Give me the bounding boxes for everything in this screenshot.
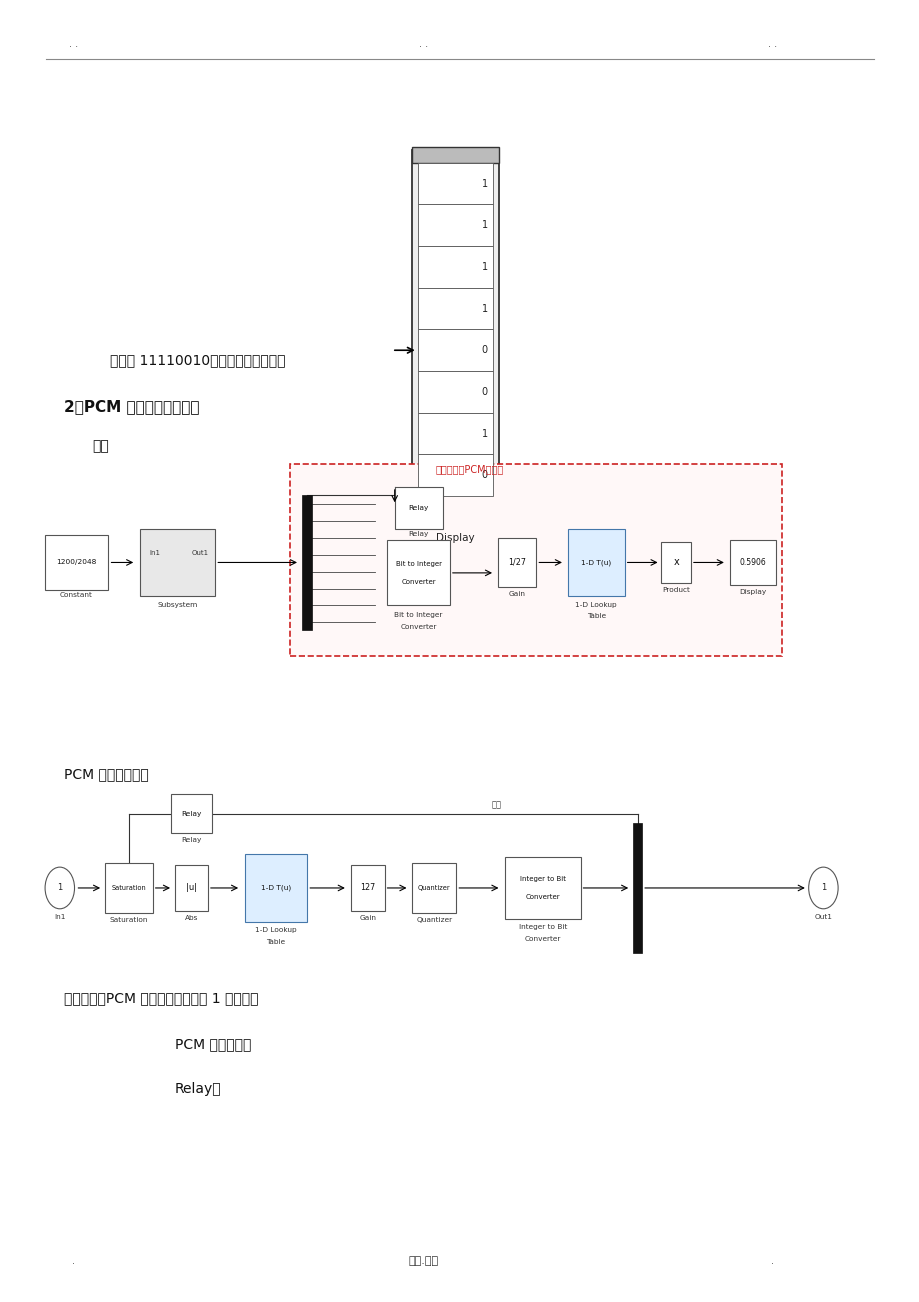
FancyBboxPatch shape	[661, 542, 690, 583]
Text: Quantizer: Quantizer	[415, 917, 452, 923]
Text: .: .	[770, 1255, 774, 1266]
Text: Out1: Out1	[813, 914, 832, 921]
Text: 框图: 框图	[92, 439, 108, 453]
FancyBboxPatch shape	[417, 204, 493, 246]
Text: Subsystem: Subsystem	[157, 602, 198, 608]
Text: Display: Display	[436, 533, 474, 543]
Text: 1: 1	[820, 884, 825, 892]
Text: Relay：: Relay：	[175, 1082, 221, 1096]
FancyBboxPatch shape	[497, 538, 536, 587]
Text: 1-D T(u): 1-D T(u)	[581, 560, 610, 565]
Text: Product: Product	[662, 587, 689, 594]
Text: Constant: Constant	[60, 592, 93, 599]
FancyBboxPatch shape	[105, 863, 153, 913]
Text: 0: 0	[481, 345, 487, 355]
Text: 参数设置：PCM 编码子系统参数与 1 中一样。: 参数设置：PCM 编码子系统参数与 1 中一样。	[64, 991, 258, 1005]
Text: PCM 编码子系统：: PCM 编码子系统：	[64, 767, 149, 781]
Text: 信号: 信号	[492, 801, 501, 810]
FancyBboxPatch shape	[394, 487, 442, 529]
Text: 1-D Lookup: 1-D Lookup	[574, 602, 617, 608]
Text: 0.5906: 0.5906	[738, 559, 766, 566]
Text: Relay: Relay	[408, 505, 428, 510]
Text: 0: 0	[481, 470, 487, 480]
FancyBboxPatch shape	[417, 413, 493, 454]
FancyBboxPatch shape	[417, 163, 493, 204]
FancyBboxPatch shape	[417, 454, 493, 496]
Text: Integer to Bit: Integer to Bit	[518, 924, 566, 931]
Text: Converter: Converter	[524, 936, 561, 943]
Text: Converter: Converter	[525, 894, 560, 900]
Text: 1: 1	[481, 303, 487, 314]
Text: Converter: Converter	[400, 624, 437, 630]
FancyBboxPatch shape	[301, 495, 312, 630]
Text: 红框内作为PCM译码器: 红框内作为PCM译码器	[435, 464, 503, 474]
FancyBboxPatch shape	[417, 371, 493, 413]
Text: Bit to Integer: Bit to Integer	[394, 612, 442, 618]
FancyBboxPatch shape	[567, 529, 624, 596]
Text: Relay: Relay	[181, 837, 201, 844]
Text: In1: In1	[54, 914, 65, 921]
Text: In1: In1	[149, 551, 160, 556]
Text: Bit to Integer: Bit to Integer	[395, 561, 441, 566]
Text: . .: . .	[69, 39, 78, 49]
Text: |u|: |u|	[186, 884, 197, 892]
FancyBboxPatch shape	[244, 854, 307, 922]
Text: Saturation: Saturation	[111, 885, 146, 891]
Text: .: .	[72, 1255, 75, 1266]
Text: 1-D Lookup: 1-D Lookup	[255, 927, 297, 934]
FancyBboxPatch shape	[632, 823, 641, 953]
FancyBboxPatch shape	[505, 857, 580, 919]
Text: 1: 1	[481, 220, 487, 230]
Text: 1: 1	[481, 178, 487, 189]
Text: x: x	[673, 557, 678, 568]
FancyBboxPatch shape	[729, 540, 775, 585]
FancyBboxPatch shape	[140, 529, 215, 596]
FancyBboxPatch shape	[412, 863, 456, 913]
Text: Relay: Relay	[408, 531, 428, 538]
FancyBboxPatch shape	[351, 865, 384, 911]
Text: 1-D T(u): 1-D T(u)	[261, 885, 290, 891]
Text: . .: . .	[767, 39, 777, 49]
Text: Quantizer: Quantizer	[417, 885, 450, 891]
Text: Table: Table	[586, 613, 605, 620]
Text: . .: . .	[418, 39, 427, 49]
Text: Abs: Abs	[185, 915, 198, 922]
FancyBboxPatch shape	[171, 794, 211, 833]
Text: Out1: Out1	[192, 551, 209, 556]
Text: Integer to Bit: Integer to Bit	[519, 876, 565, 881]
Text: Relay: Relay	[181, 811, 201, 816]
FancyBboxPatch shape	[45, 535, 108, 590]
Circle shape	[808, 867, 837, 909]
FancyBboxPatch shape	[387, 540, 449, 605]
Circle shape	[45, 867, 74, 909]
Text: 专业.专注: 专业.专注	[408, 1255, 437, 1266]
Text: Table: Table	[267, 939, 285, 945]
FancyBboxPatch shape	[417, 329, 493, 371]
Text: 结果为 11110010，与教材结果相同。: 结果为 11110010，与教材结果相同。	[110, 353, 286, 367]
Text: 1/27: 1/27	[507, 559, 526, 566]
Text: Gain: Gain	[508, 591, 525, 598]
FancyBboxPatch shape	[412, 147, 498, 163]
Text: Display: Display	[738, 589, 766, 595]
Text: 1: 1	[481, 262, 487, 272]
Text: 1200/2048: 1200/2048	[56, 560, 96, 565]
Text: PCM 译码器中，: PCM 译码器中，	[175, 1036, 251, 1051]
Text: 2、PCM 译码器建模与仿真: 2、PCM 译码器建模与仿真	[64, 398, 199, 414]
FancyBboxPatch shape	[289, 464, 781, 656]
Text: Saturation: Saturation	[109, 917, 148, 923]
Text: 0: 0	[481, 387, 487, 397]
FancyBboxPatch shape	[417, 288, 493, 329]
Text: Gain: Gain	[359, 915, 376, 922]
Text: 127: 127	[360, 884, 375, 892]
FancyBboxPatch shape	[412, 150, 498, 509]
Text: 1: 1	[57, 884, 62, 892]
Text: Converter: Converter	[401, 579, 436, 585]
FancyBboxPatch shape	[175, 865, 208, 911]
FancyBboxPatch shape	[417, 246, 493, 288]
Text: 1: 1	[481, 428, 487, 439]
